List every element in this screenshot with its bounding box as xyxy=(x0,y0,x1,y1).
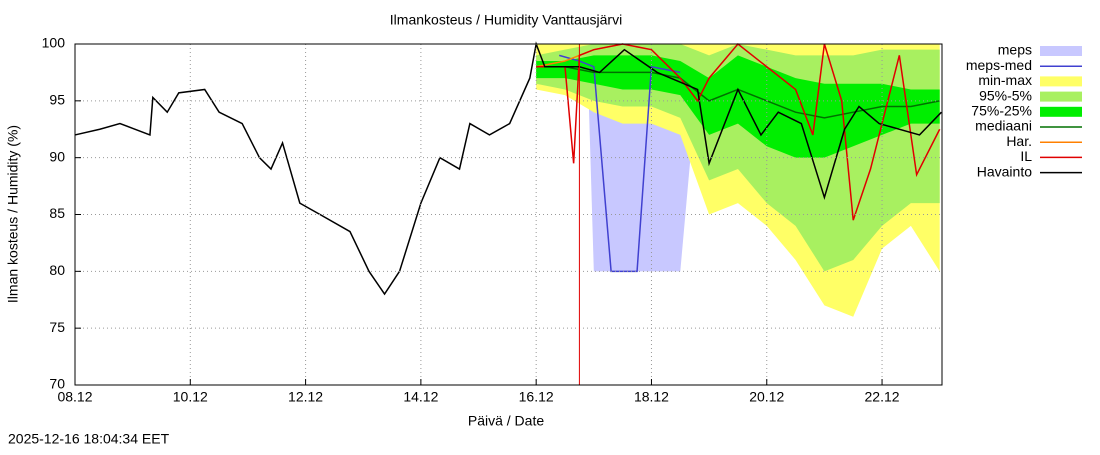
timestamp: 2025-12-16 18:04:34 EET xyxy=(8,431,170,447)
legend-label: IL xyxy=(1020,148,1032,164)
line xyxy=(536,42,941,221)
legend-swatch xyxy=(1040,106,1082,117)
x-tick-label: 10.12 xyxy=(173,389,208,405)
y-axis-title: Ilman kosteus / Humidity (%) xyxy=(5,125,21,303)
y-tick-label: 90 xyxy=(49,148,65,164)
y-tick-label: 70 xyxy=(49,376,65,392)
line xyxy=(74,41,942,296)
x-tick-label: 12.12 xyxy=(288,389,323,405)
legend-label: meps-med xyxy=(966,57,1032,73)
x-tick-label: 20.12 xyxy=(749,389,784,405)
legend-label: mediaani xyxy=(975,118,1032,134)
plot-frame xyxy=(74,43,943,386)
y-tick-label: 100 xyxy=(42,35,66,51)
legend-label: Har. xyxy=(1006,133,1032,149)
x-axis-title: Päivä / Date xyxy=(468,413,544,429)
legend-label: meps xyxy=(998,42,1032,58)
legend-label: Havainto xyxy=(977,163,1032,179)
legend-label: 75%-25% xyxy=(971,103,1032,119)
legend-swatch xyxy=(1040,91,1082,102)
x-tick-label: 22.12 xyxy=(865,389,900,405)
x-tick-label: 18.12 xyxy=(634,389,669,405)
legend-label: 95%-5% xyxy=(979,87,1032,103)
x-tick-label: 16.12 xyxy=(519,389,554,405)
y-tick-label: 75 xyxy=(49,319,65,335)
legend-swatch xyxy=(1040,76,1082,87)
x-tick-label: 14.12 xyxy=(403,389,438,405)
y-tick-label: 85 xyxy=(49,205,65,221)
y-tick-label: 95 xyxy=(49,92,65,108)
y-tick-label: 80 xyxy=(49,262,65,278)
x-tick-label: 08.12 xyxy=(57,389,92,405)
legend-swatch xyxy=(1040,46,1082,56)
band xyxy=(536,55,940,158)
chart-title: Ilmankosteus / Humidity Vanttausjärvi xyxy=(390,12,622,28)
legend-label: min-max xyxy=(978,72,1032,88)
